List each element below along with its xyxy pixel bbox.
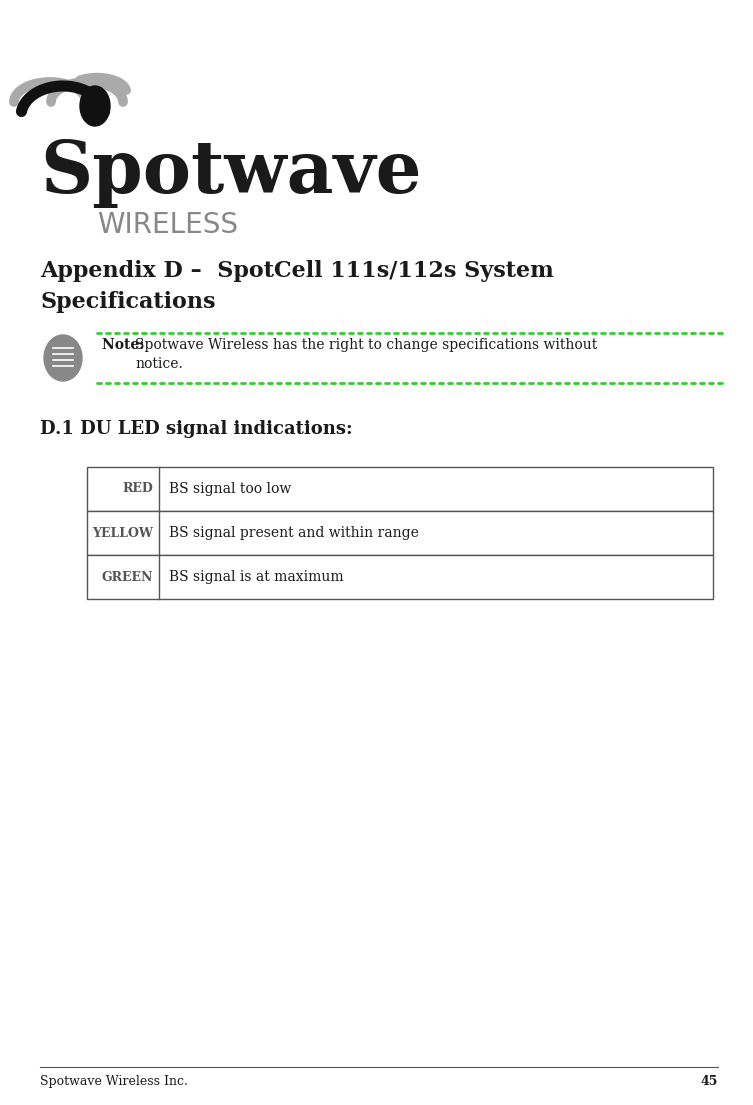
- Bar: [87, 555, 713, 599]
- Text: Spotwave Wireless Inc.: Spotwave Wireless Inc.: [40, 1075, 188, 1088]
- Text: Spotwave: Spotwave: [40, 137, 422, 208]
- Text: WIRELESS: WIRELESS: [97, 211, 238, 239]
- Ellipse shape: [80, 86, 110, 126]
- Text: YELLOW: YELLOW: [92, 526, 153, 539]
- Text: BS signal is at maximum: BS signal is at maximum: [169, 570, 343, 585]
- Bar: [87, 467, 713, 511]
- Text: BS signal too low: BS signal too low: [169, 482, 291, 496]
- Text: BS signal present and within range: BS signal present and within range: [169, 526, 419, 540]
- Bar: [87, 511, 713, 555]
- Text: RED: RED: [122, 483, 153, 495]
- Text: Appendix D –  SpotCell 111s/112s System
Specifications: Appendix D – SpotCell 111s/112s System S…: [40, 260, 553, 313]
- Text: GREEN: GREEN: [102, 570, 153, 583]
- Text: 45: 45: [700, 1075, 718, 1088]
- Text: Note:: Note:: [102, 338, 149, 352]
- Ellipse shape: [44, 335, 82, 381]
- Text: Spotwave Wireless has the right to change specifications without
notice.: Spotwave Wireless has the right to chang…: [135, 338, 597, 371]
- Text: D.1 DU LED signal indications:: D.1 DU LED signal indications:: [40, 420, 352, 438]
